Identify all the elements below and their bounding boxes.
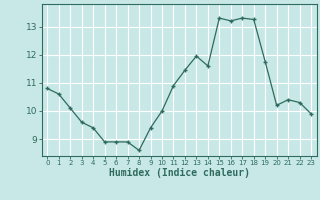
X-axis label: Humidex (Indice chaleur): Humidex (Indice chaleur) xyxy=(109,168,250,178)
